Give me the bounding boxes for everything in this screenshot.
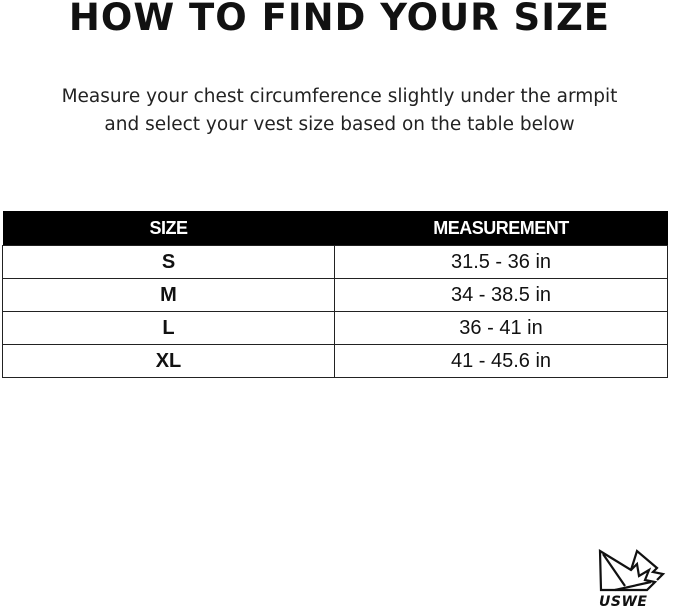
- size-table: SIZE MEASUREMENT S 31.5 - 36 in M 34 - 3…: [2, 211, 668, 378]
- size-cell: L: [2, 311, 335, 345]
- svg-text:USWE: USWE: [599, 594, 647, 609]
- table-row: S 31.5 - 36 in: [2, 245, 668, 279]
- table-row: XL 41 - 45.6 in: [2, 344, 668, 378]
- measurement-cell: 36 - 41 in: [334, 311, 668, 345]
- table-row: L 36 - 41 in: [2, 311, 668, 345]
- instructions-line-1: Measure your chest circumference slightl…: [61, 86, 618, 107]
- page-title: HOW TO FIND YOUR SIZE: [68, 0, 611, 39]
- table-header-row: SIZE MEASUREMENT: [2, 211, 668, 246]
- measurement-cell: 34 - 38.5 in: [334, 278, 668, 312]
- uswe-logo-icon: USWE: [598, 549, 666, 609]
- measurement-cell: 31.5 - 36 in: [334, 245, 668, 279]
- instructions-line-2: and select your vest size based on the t…: [104, 114, 575, 135]
- header-size: SIZE: [2, 211, 335, 246]
- size-cell: S: [2, 245, 335, 279]
- table-row: M 34 - 38.5 in: [2, 278, 668, 312]
- size-cell: M: [2, 278, 335, 312]
- measurement-cell: 41 - 45.6 in: [334, 344, 668, 378]
- size-cell: XL: [2, 344, 335, 378]
- header-measurement: MEASUREMENT: [334, 211, 668, 246]
